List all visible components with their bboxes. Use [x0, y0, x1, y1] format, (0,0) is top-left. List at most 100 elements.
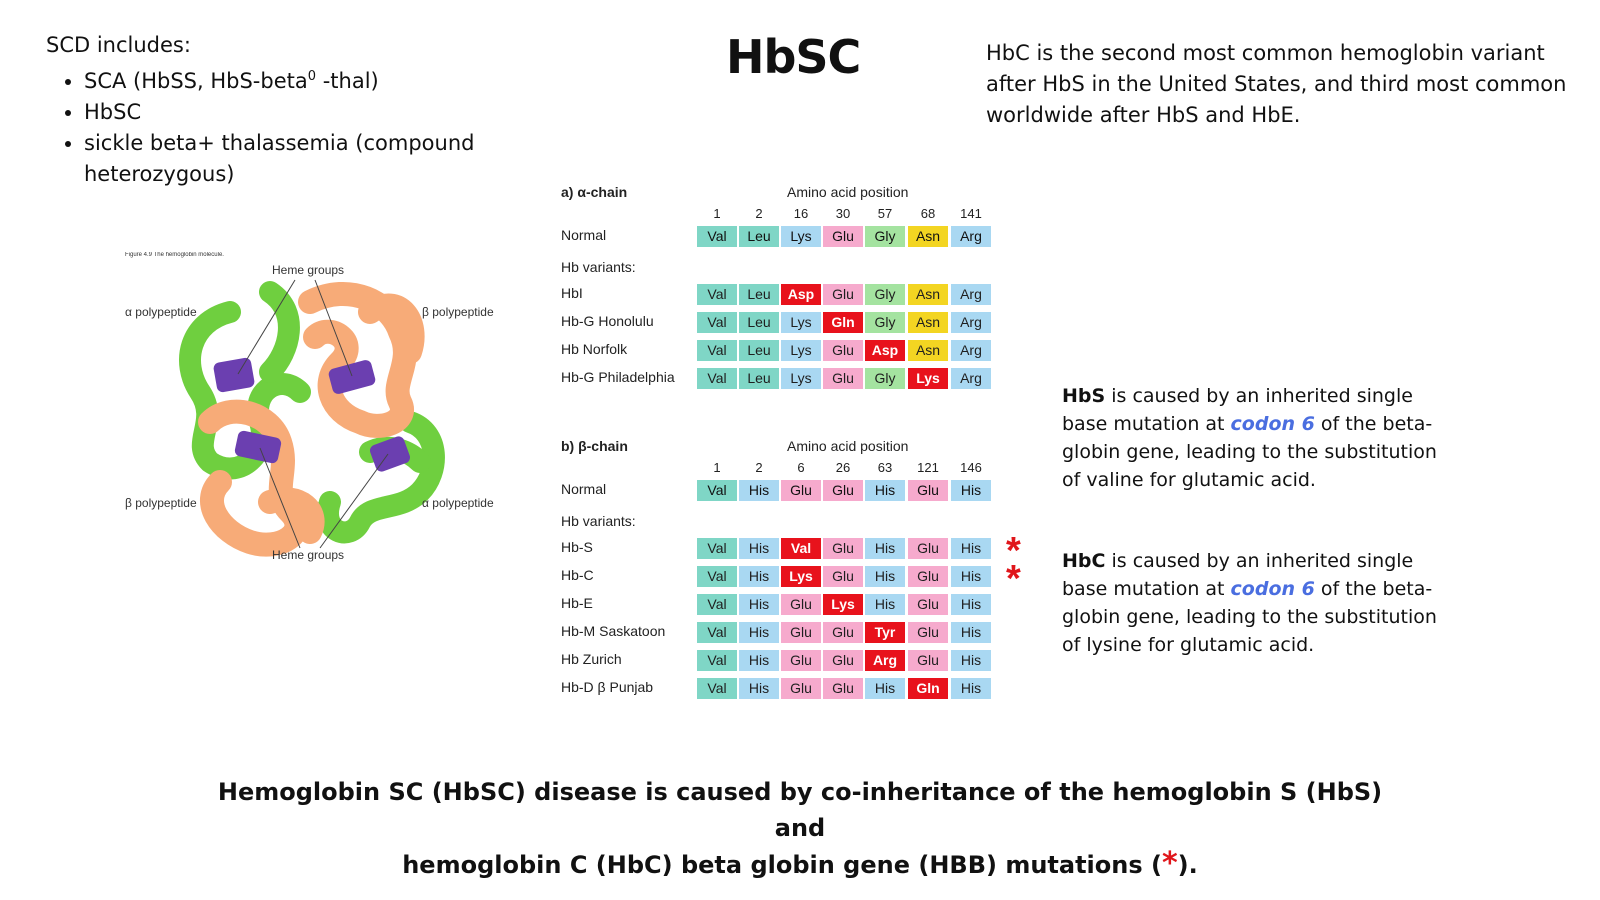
- beta-normal-cell: Val: [697, 480, 737, 501]
- alpha-variant-cell: Lys: [781, 368, 821, 389]
- beta-variant-cell: Glu: [781, 650, 821, 671]
- alpha-normal-cell: Asn: [908, 226, 948, 247]
- beta-variant-cell: Glu: [781, 678, 821, 699]
- alpha-variant-cell: Lys: [781, 312, 821, 333]
- beta-variant-name: Hb-C: [561, 567, 594, 583]
- beta-variant-cell: His: [865, 566, 905, 587]
- beta-polypeptide-label-right: β polypeptide: [422, 305, 494, 319]
- hbc-note: HbC is caused by an inherited single bas…: [1062, 547, 1442, 659]
- alpha-position-number: 68: [920, 206, 936, 221]
- beta-variant-cell: Val: [697, 678, 737, 699]
- page-title: HbSC: [726, 30, 861, 84]
- beta-position-number: 63: [877, 460, 893, 475]
- alpha-variant-cell: Leu: [739, 368, 779, 389]
- beta-position-number: 121: [917, 460, 939, 475]
- alpha-variant-cell: Glu: [823, 284, 863, 305]
- beta-position-number: 2: [755, 460, 763, 475]
- beta-normal-label: Normal: [561, 481, 607, 497]
- beta-variant-cell: His: [739, 650, 779, 671]
- alpha-variant-cell: Val: [697, 368, 737, 389]
- beta-variant-cell: Glu: [823, 622, 863, 643]
- beta-variant-name: Hb-D β Punjab: [561, 679, 654, 695]
- alpha-position-number: 1: [713, 206, 721, 221]
- hemoglobin-figure: Figure 4.9 The hemoglobin molecule.: [120, 252, 510, 577]
- figure-caption: Figure 4.9 The hemoglobin molecule.: [125, 252, 224, 258]
- beta-variant-cell: His: [865, 678, 905, 699]
- scd-item: SCA (HbSS, HbS-beta0 -thal): [84, 61, 526, 97]
- beta-variant-cell: Val: [697, 538, 737, 559]
- beta-variant-cell: Val: [697, 622, 737, 643]
- hbs-note-text-end: of the beta-globin gene, leading to the …: [1062, 413, 1437, 491]
- alpha-variant-cell: Asn: [908, 284, 948, 305]
- hbs-note: HbS is caused by an inherited single bas…: [1062, 382, 1442, 494]
- alpha-variant-cell: Gly: [865, 368, 905, 389]
- beta-variant-name: Hb-E: [561, 595, 593, 611]
- beta-variant-cell: His: [951, 566, 991, 587]
- scd-item: sickle beta+ thalassemia (compound heter…: [84, 128, 526, 190]
- alpha-normal-cell: Leu: [739, 226, 779, 247]
- heme-groups-label-bottom: Heme groups: [272, 548, 344, 562]
- beta-variant-cell: His: [951, 650, 991, 671]
- beta-position-number: 26: [835, 460, 851, 475]
- alpha-variant-cell: Val: [697, 312, 737, 333]
- beta-normal-cell: His: [739, 480, 779, 501]
- beta-variant-cell: Glu: [781, 622, 821, 643]
- alpha-position-number: 141: [960, 206, 982, 221]
- alpha-polypeptide-label-left: α polypeptide: [125, 305, 197, 319]
- beta-position-number: 146: [960, 460, 982, 475]
- scd-item-text-suffix: -thal): [316, 69, 379, 93]
- alpha-position-number: 2: [755, 206, 763, 221]
- alpha-position-label: Amino acid position: [787, 184, 909, 200]
- hbc-note-text-end: of the beta-globin gene, leading to the …: [1062, 578, 1437, 656]
- alpha-normal-cell: Glu: [823, 226, 863, 247]
- beta-variant-cell: Glu: [908, 650, 948, 671]
- beta-normal-cell: Glu: [781, 480, 821, 501]
- label-leader-lines: [237, 279, 389, 549]
- beta-variant-cell: Glu: [823, 566, 863, 587]
- bottom-line-2-end: ).: [1177, 851, 1198, 879]
- beta-variant-cell: Lys: [823, 594, 863, 615]
- beta-position-label: Amino acid position: [787, 438, 909, 454]
- beta-chain-shape: [198, 282, 425, 557]
- alpha-chain-title: a) α-chain: [561, 184, 628, 200]
- alpha-variant-cell: Leu: [739, 284, 779, 305]
- alpha-variant-cell: Asn: [908, 340, 948, 361]
- alpha-variant-cell: Glu: [823, 368, 863, 389]
- hemoglobin-molecule-illustration: Figure 4.9 The hemoglobin molecule.: [125, 252, 494, 562]
- beta-variant-cell: His: [951, 622, 991, 643]
- beta-chain-title: b) β-chain: [561, 438, 628, 454]
- beta-variant-cell: Glu: [908, 566, 948, 587]
- beta-variant-cell: His: [739, 594, 779, 615]
- asterisk-icon: *: [1006, 530, 1021, 572]
- hbs-note-text: is caused by an inherited single base mu…: [1062, 385, 1413, 435]
- beta-variant-cell: Val: [781, 538, 821, 559]
- beta-variant-cell: His: [951, 538, 991, 559]
- alpha-variant-cell: Leu: [739, 340, 779, 361]
- alpha-variant-cell: Gln: [823, 312, 863, 333]
- alpha-variant-name: Hb-G Honolulu: [561, 313, 654, 329]
- hbc-note-bold: HbC: [1062, 550, 1106, 572]
- alpha-variant-cell: Val: [697, 340, 737, 361]
- beta-position-number: 6: [797, 460, 805, 475]
- alpha-variant-cell: Lys: [908, 368, 948, 389]
- beta-position-number: 1: [713, 460, 721, 475]
- scd-item-text: sickle beta+ thalassemia (compound heter…: [84, 131, 475, 186]
- beta-variant-cell: Val: [697, 594, 737, 615]
- hbs-note-bold: HbS: [1062, 385, 1106, 407]
- alpha-variant-cell: Arg: [951, 284, 991, 305]
- beta-normal-cell: His: [951, 480, 991, 501]
- hbc-intro-paragraph: HbC is the second most common hemoglobin…: [986, 41, 1567, 127]
- alpha-variant-cell: Leu: [739, 312, 779, 333]
- scd-heading: SCD includes:: [46, 33, 191, 57]
- heme-groups-label-top: Heme groups: [272, 263, 344, 277]
- alpha-normal-cell: Lys: [781, 226, 821, 247]
- beta-variant-name: Hb Zurich: [561, 651, 622, 667]
- beta-normal-cell: Glu: [908, 480, 948, 501]
- bottom-line-2: hemoglobin C (HbC) beta globin gene (HBB…: [200, 846, 1400, 883]
- beta-variant-cell: His: [739, 566, 779, 587]
- beta-normal-cell: His: [865, 480, 905, 501]
- beta-variant-cell: Val: [697, 566, 737, 587]
- beta-variant-cell: Glu: [823, 678, 863, 699]
- alpha-variant-cell: Arg: [951, 312, 991, 333]
- alpha-variant-name: Hb-G Philadelphia: [561, 369, 675, 385]
